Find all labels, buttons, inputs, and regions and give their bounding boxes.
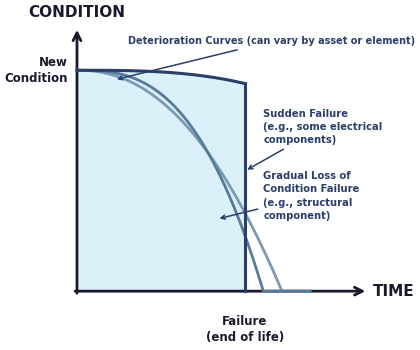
Text: Failure
(end of life): Failure (end of life)	[205, 315, 284, 344]
Text: Sudden Failure
(e.g., some electrical
components): Sudden Failure (e.g., some electrical co…	[249, 108, 383, 169]
Text: Deterioration Curves (can vary by asset or element): Deterioration Curves (can vary by asset …	[118, 36, 415, 80]
Text: Gradual Loss of
Condition Failure
(e.g., structural
component): Gradual Loss of Condition Failure (e.g.,…	[221, 171, 360, 221]
Text: TIME: TIME	[373, 284, 415, 299]
Text: New
Condition: New Condition	[4, 56, 68, 85]
Text: CONDITION: CONDITION	[29, 5, 126, 20]
